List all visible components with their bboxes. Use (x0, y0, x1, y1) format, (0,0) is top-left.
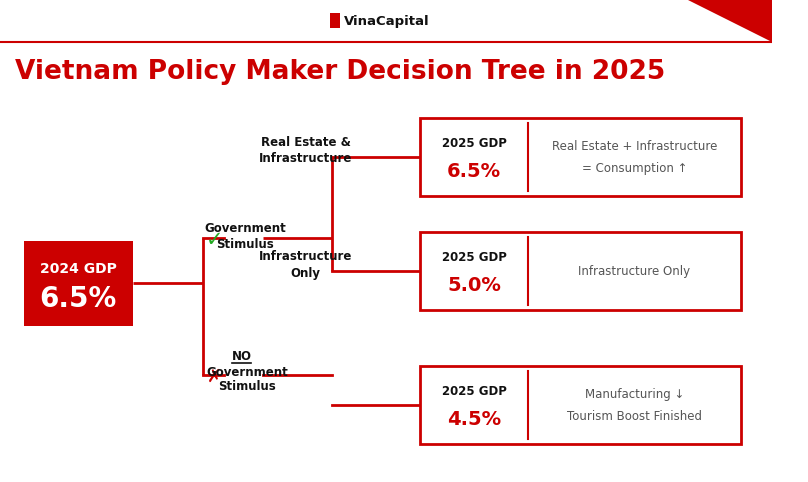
Text: Infrastructure: Infrastructure (259, 152, 352, 165)
Bar (420, 366, 741, 444)
Text: 2025 GDP: 2025 GDP (442, 385, 507, 398)
Text: 2025 GDP: 2025 GDP (442, 251, 507, 264)
Text: Tourism Boost Finished: Tourism Boost Finished (567, 410, 702, 423)
Text: 4.5%: 4.5% (447, 410, 501, 428)
Text: Government: Government (204, 223, 286, 236)
Text: VinaCapital: VinaCapital (343, 14, 429, 27)
Text: Government: Government (206, 365, 288, 378)
Polygon shape (688, 0, 772, 42)
Text: Infrastructure: Infrastructure (259, 251, 352, 264)
Text: Infrastructure Only: Infrastructure Only (579, 265, 691, 278)
Text: Manufacturing ↓: Manufacturing ↓ (585, 388, 684, 401)
Text: Stimulus: Stimulus (218, 380, 276, 393)
Text: = Consumption ↑: = Consumption ↑ (582, 162, 688, 175)
Bar (330, 13, 340, 28)
Text: NO: NO (232, 350, 251, 363)
Text: ✗: ✗ (208, 368, 222, 386)
Bar (24, 241, 133, 325)
Text: ✓: ✓ (206, 230, 224, 250)
Text: 2025 GDP: 2025 GDP (442, 137, 507, 150)
Text: 5.0%: 5.0% (447, 276, 501, 295)
Text: Real Estate &: Real Estate & (261, 136, 351, 149)
Text: 2024 GDP: 2024 GDP (40, 262, 116, 276)
Text: 6.5%: 6.5% (40, 285, 117, 313)
Text: Stimulus: Stimulus (217, 239, 274, 252)
Text: Vietnam Policy Maker Decision Tree in 2025: Vietnam Policy Maker Decision Tree in 20… (15, 59, 666, 85)
Text: Only: Only (291, 267, 321, 280)
Text: Real Estate + Infrastructure: Real Estate + Infrastructure (552, 140, 718, 153)
Text: 6.5%: 6.5% (447, 161, 501, 181)
Bar (0, 0, 772, 42)
Bar (420, 118, 741, 196)
Bar (420, 232, 741, 310)
